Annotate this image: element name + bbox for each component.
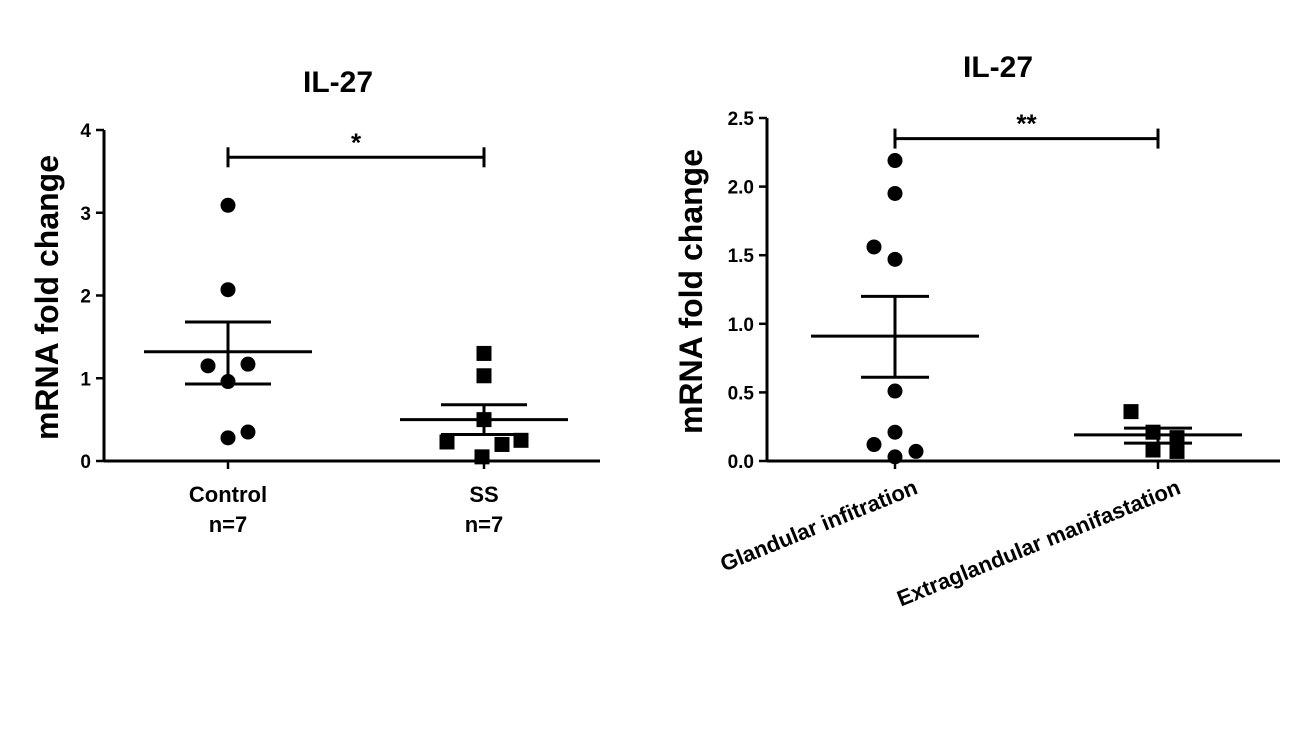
data-point-square [476, 345, 492, 361]
y-tick-label: 0.5 [728, 383, 755, 404]
x-category-label: Extraglandular manifastation [893, 474, 1183, 611]
data-point-circle [240, 424, 256, 440]
significance-label: * [351, 127, 362, 157]
chart-title: IL-27 [963, 51, 1033, 84]
data-point-circle [887, 185, 903, 201]
y-tick-label: 3 [80, 204, 91, 225]
y-axis-label: mRNA fold change [673, 149, 709, 434]
x-category-n-label: n=7 [209, 512, 248, 537]
data-point-circle [887, 449, 903, 465]
data-point-circle [887, 383, 903, 399]
y-tick-label: 1 [80, 369, 91, 390]
data-point-circle [887, 251, 903, 267]
significance-label: ** [1016, 109, 1037, 139]
y-tick-label: 4 [80, 121, 91, 142]
x-category-label: Glandular infitration [717, 474, 921, 576]
data-point-circle [220, 197, 236, 213]
data-point-circle [200, 358, 216, 374]
y-tick-label: 0.0 [728, 452, 754, 473]
x-category-label: Control [189, 482, 267, 507]
y-axis-label: mRNA fold change [29, 155, 65, 440]
data-point-square [439, 434, 455, 450]
y-tick-label: 1.0 [728, 315, 754, 336]
data-point-circle [220, 430, 236, 446]
y-tick-label: 0 [80, 452, 91, 473]
data-point-square [1123, 404, 1139, 420]
data-point-square [474, 449, 490, 465]
x-category-n-label: n=7 [465, 512, 504, 537]
data-point-square [476, 368, 492, 384]
data-point-square [513, 432, 529, 448]
data-point-circle [866, 437, 882, 453]
data-point-square [1145, 442, 1161, 458]
data-point-circle [908, 443, 924, 459]
data-point-square [494, 436, 510, 452]
x-category-label: SS [469, 482, 498, 507]
y-tick-label: 2.5 [728, 109, 755, 130]
data-point-circle [887, 424, 903, 440]
chart-title: IL-27 [303, 66, 373, 99]
panel-right: IL-27 mRNA fold change 0.0 0.5 1.0 1.5 2.0 2.5 G… [673, 51, 1280, 611]
data-point-circle [240, 356, 256, 372]
panel-left: IL-27 mRNA fold change 0 1 2 3 4 Control n=7 SS n=… [29, 66, 600, 537]
y-tick-label: 2.0 [728, 178, 754, 199]
data-point-circle [220, 282, 236, 298]
y-tick-label: 2 [80, 287, 91, 308]
data-point-circle [866, 239, 882, 255]
data-point-square [1169, 443, 1185, 459]
y-tick-label: 1.5 [728, 246, 755, 267]
data-point-circle [887, 153, 903, 169]
